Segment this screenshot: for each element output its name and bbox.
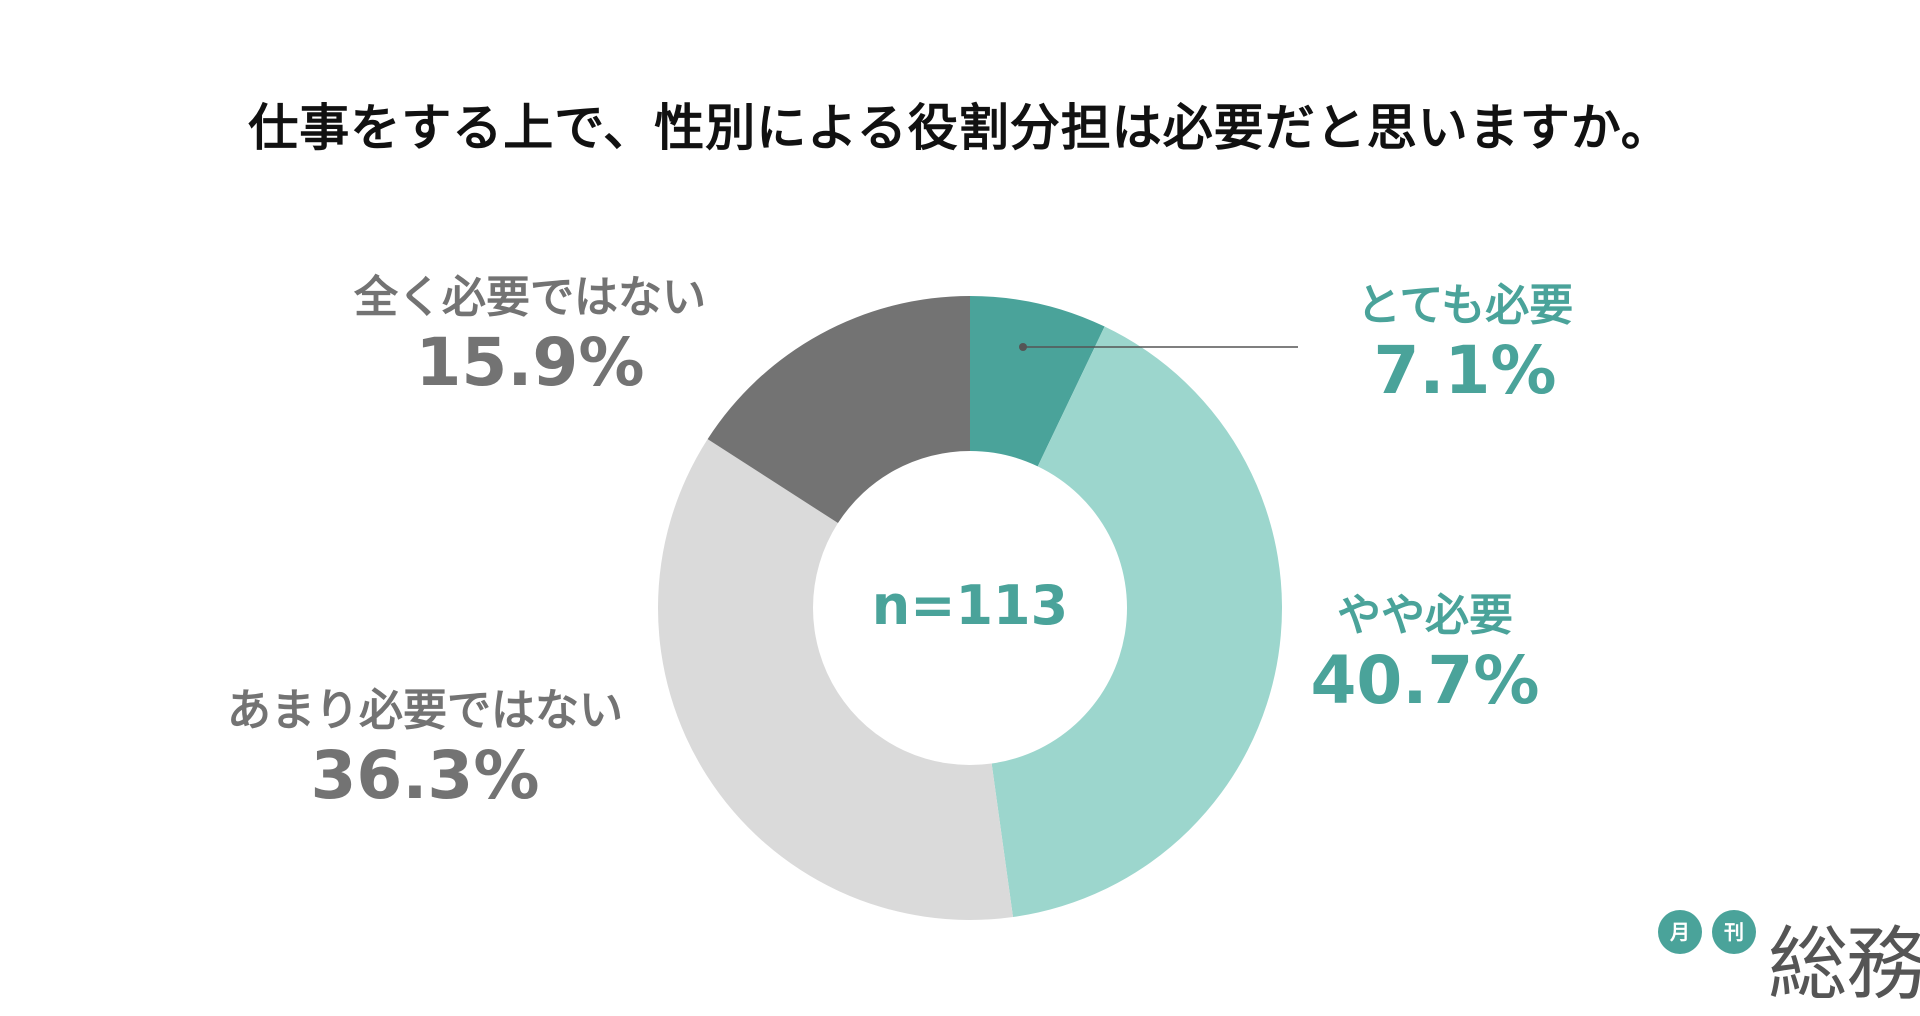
donut-slice-1 xyxy=(991,326,1282,918)
slice-1-name: やや必要 xyxy=(1337,590,1513,641)
logo-wordmark: 総務 xyxy=(1768,918,1920,1011)
slice-2-value: 36.3% xyxy=(310,736,540,814)
donut-slices xyxy=(658,296,1282,921)
label-slice-3: 全く必要ではない 15.9% xyxy=(320,272,740,401)
slice-1-value: 40.7% xyxy=(1310,641,1540,719)
slice-3-value: 15.9% xyxy=(415,323,645,401)
logo-badge-2: 刊 xyxy=(1712,910,1756,954)
slice-3-name: 全く必要ではない xyxy=(354,272,706,323)
donut-slice-2 xyxy=(658,439,1013,921)
label-slice-0: とても必要 7.1% xyxy=(1330,280,1600,409)
slice-0-name: とても必要 xyxy=(1356,280,1574,331)
label-slice-2: あまり必要ではない 36.3% xyxy=(200,685,650,814)
donut-slice-0 xyxy=(970,296,1105,467)
slice-2-name: あまり必要ではない xyxy=(227,685,623,736)
logo-badge-1: 月 xyxy=(1658,910,1702,954)
leader-dot-slice-0 xyxy=(1019,343,1027,351)
sample-size-label: n=113 xyxy=(871,574,1069,637)
slice-0-value: 7.1% xyxy=(1373,331,1557,409)
donut-slice-3 xyxy=(707,296,970,524)
chart-title: 仕事をする上で、性別による役割分担は必要だと思いますか。 xyxy=(248,99,1672,157)
label-slice-1: やや必要 40.7% xyxy=(1295,590,1555,719)
